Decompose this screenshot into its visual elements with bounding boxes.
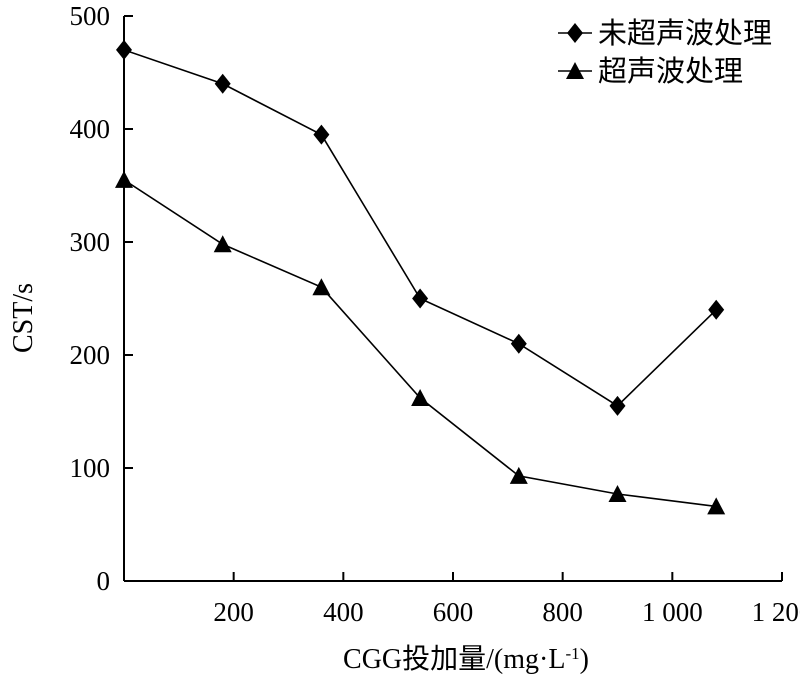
x-tick-label: 200 bbox=[213, 597, 254, 627]
legend-marker-diamond bbox=[567, 23, 583, 43]
y-tick-label: 500 bbox=[70, 1, 111, 31]
data-point-triangle bbox=[312, 278, 330, 295]
x-tick-label: 400 bbox=[323, 597, 364, 627]
axes bbox=[124, 16, 782, 581]
data-point-diamond bbox=[511, 334, 527, 354]
y-tick-label: 100 bbox=[70, 453, 111, 483]
x-axis-title-superscript: -1 bbox=[565, 644, 579, 663]
x-tick-label: 600 bbox=[433, 597, 474, 627]
x-axis-title-suffix: ) bbox=[580, 644, 589, 675]
x-tick-label: 1 200 bbox=[752, 597, 800, 627]
legend-label: 未超声波处理 bbox=[598, 17, 772, 50]
data-point-diamond bbox=[313, 125, 329, 145]
data-point-diamond bbox=[215, 74, 231, 94]
legend-label: 超声波处理 bbox=[598, 55, 743, 88]
data-point-triangle bbox=[214, 235, 232, 252]
x-axis-title-main: CGG投加量/(mg·L bbox=[343, 643, 565, 675]
series-2 bbox=[115, 171, 725, 515]
tick-labels: 0 100 200 300 400 500 200 400 600 800 1 000 1 200 bbox=[70, 1, 800, 627]
y-tick-label: 400 bbox=[70, 114, 111, 144]
series-line bbox=[124, 180, 716, 507]
data-point-diamond bbox=[412, 289, 428, 309]
y-tick-label: 200 bbox=[70, 340, 111, 370]
y-axis-title: CST/s bbox=[8, 283, 39, 353]
series-line bbox=[124, 50, 716, 406]
data-point-diamond bbox=[708, 300, 724, 320]
data-series bbox=[115, 40, 725, 515]
y-tick-label: 300 bbox=[70, 227, 111, 257]
data-point-diamond bbox=[610, 396, 626, 416]
x-tick-label: 1 000 bbox=[642, 597, 703, 627]
x-tick-label: 800 bbox=[542, 597, 583, 627]
data-point-diamond bbox=[116, 40, 132, 60]
data-point-triangle bbox=[510, 467, 528, 484]
series-1 bbox=[116, 40, 724, 416]
data-point-triangle bbox=[115, 171, 133, 188]
x-axis-title: CGG投加量/(mg·L-1) bbox=[343, 643, 589, 675]
y-tick-label: 0 bbox=[97, 566, 111, 596]
